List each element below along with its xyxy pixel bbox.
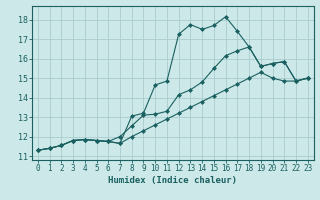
- X-axis label: Humidex (Indice chaleur): Humidex (Indice chaleur): [108, 176, 237, 185]
